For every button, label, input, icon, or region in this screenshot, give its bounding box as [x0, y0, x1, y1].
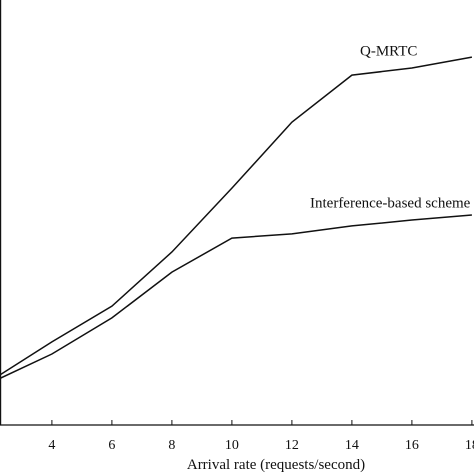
x-tick-label: 10 [225, 438, 239, 453]
series-label: Q-MRTC [360, 43, 417, 59]
x-tick-label: 8 [168, 438, 175, 453]
series-line [0, 56, 473, 376]
x-tick-label: 12 [285, 438, 299, 453]
x-tick-label: 18 [465, 438, 474, 453]
x-tick-label: 4 [48, 438, 55, 453]
series-label: Interference-based scheme [310, 195, 471, 211]
x-tick-label: 16 [405, 438, 419, 453]
series-line [0, 214, 472, 380]
x-axis-label: Arrival rate (requests/second) [187, 457, 365, 473]
x-tick-label: 6 [108, 438, 115, 453]
x-tick-label: 14 [345, 438, 359, 453]
